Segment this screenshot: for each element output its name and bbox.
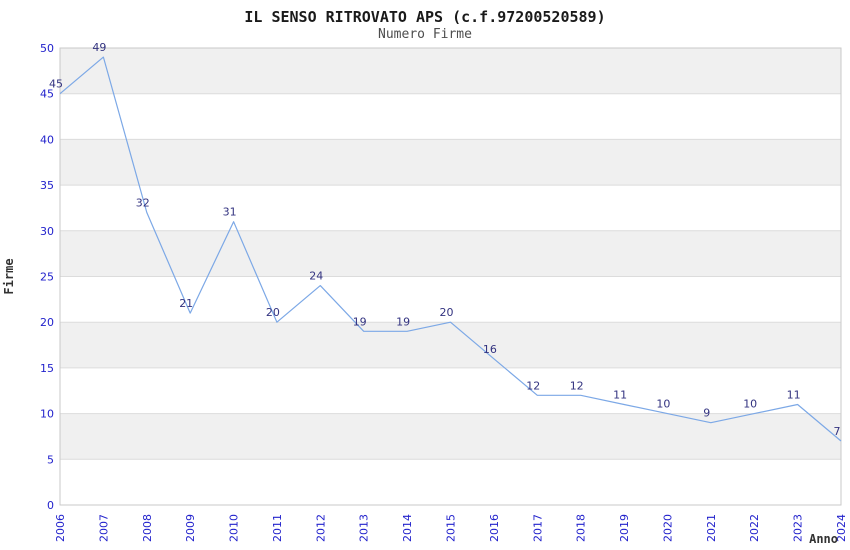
y-tick-label: 15: [40, 362, 54, 375]
x-axis-title: Anno: [809, 532, 838, 546]
grid-band: [60, 48, 841, 94]
plot-border: [59, 47, 842, 506]
data-point-label: 10: [656, 398, 670, 411]
x-tick-label: 2015: [445, 514, 458, 542]
chart-subtitle: Numero Firme: [378, 27, 472, 42]
y-tick-label: 5: [47, 453, 54, 466]
x-tick-label: 2017: [531, 514, 544, 542]
data-point-label: 19: [353, 315, 367, 328]
data-point-label: 12: [570, 379, 584, 392]
x-tick-label: 2007: [97, 514, 110, 542]
y-tick-label: 50: [40, 42, 54, 55]
grid-band: [60, 413, 841, 460]
data-point-label: 49: [92, 41, 106, 54]
x-tick-label: 2020: [661, 514, 674, 542]
y-axis-title: Firme: [2, 258, 16, 294]
chart-title: IL SENSO RITROVATO APS (c.f.97200520589): [244, 8, 606, 26]
x-tick-label: 2023: [792, 514, 805, 542]
data-point-label: 20: [266, 306, 280, 319]
grid-band: [60, 139, 841, 186]
x-tick-label: 2011: [271, 514, 284, 542]
x-tick-label: 2018: [575, 514, 588, 542]
x-tick-label: 2019: [618, 514, 631, 542]
x-tick-label: 2009: [184, 514, 197, 542]
x-tick-label: 2006: [54, 514, 67, 542]
data-point-label: 7: [834, 425, 841, 438]
x-tick-label: 2024: [835, 514, 848, 542]
data-point-label: 20: [440, 306, 454, 319]
x-tick-label: 2022: [748, 514, 761, 542]
x-tick-label: 2013: [358, 514, 371, 542]
y-tick-label: 35: [40, 179, 54, 192]
y-tick-label: 25: [40, 271, 54, 284]
data-point-label: 9: [703, 407, 710, 420]
data-line: [59, 56, 842, 442]
grid-band: [60, 230, 841, 277]
grid-band: [60, 322, 841, 368]
x-tick-label: 2016: [488, 514, 501, 542]
x-tick-label: 2021: [705, 514, 718, 542]
data-point-label: 31: [223, 206, 237, 219]
data-point-label: 12: [526, 379, 540, 392]
data-point-label: 45: [49, 78, 63, 91]
data-point-label: 16: [483, 343, 497, 356]
data-point-label: 21: [179, 297, 193, 310]
y-tick-label: 30: [40, 225, 54, 238]
data-point-label: 11: [787, 389, 801, 402]
x-tick-label: 2014: [401, 514, 414, 542]
data-point-label: 11: [613, 389, 627, 402]
data-point-label: 24: [309, 270, 323, 283]
x-tick-label: 2010: [228, 514, 241, 542]
data-point-label: 32: [136, 197, 150, 210]
data-point-label: 19: [396, 315, 410, 328]
y-tick-label: 20: [40, 316, 54, 329]
y-tick-label: 45: [40, 88, 54, 101]
x-tick-label: 2012: [314, 514, 327, 542]
data-point-label: 10: [743, 398, 757, 411]
y-tick-label: 0: [47, 499, 54, 512]
y-tick-label: 10: [40, 408, 54, 421]
y-tick-label: 40: [40, 133, 54, 146]
x-tick-label: 2008: [141, 514, 154, 542]
